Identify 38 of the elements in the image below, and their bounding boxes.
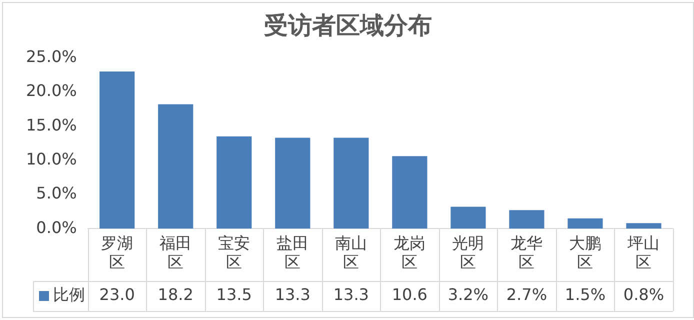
y-tick-label: 10.0% [26, 149, 77, 168]
bar [626, 223, 662, 229]
bar [568, 218, 603, 229]
x-tick-label: 盐田区 [276, 233, 309, 272]
y-tick-label: 5.0% [36, 184, 77, 203]
bar [334, 138, 369, 229]
x-tick-label: 龙岗区 [394, 233, 426, 272]
x-tick-label: 坪山区 [626, 233, 660, 272]
data-label: 13.5 [216, 285, 252, 304]
data-label: 1.5% [564, 285, 606, 304]
bar [450, 206, 486, 229]
x-tick-label: 南山区 [335, 233, 368, 272]
y-tick-label: 25.0% [26, 46, 77, 66]
x-tick-label: 龙华区 [510, 233, 543, 272]
bar [275, 138, 310, 229]
bar [216, 136, 252, 229]
data-label: 0.8% [623, 285, 664, 304]
bar [100, 71, 135, 229]
legend-label: 比例 [53, 285, 85, 304]
x-tick-label: 宝安区 [218, 233, 250, 272]
bar [392, 156, 428, 229]
chart-title: 受访者区域分布 [264, 12, 432, 40]
x-tick-label: 福田区 [160, 233, 192, 272]
data-label: 3.2% [448, 285, 489, 304]
y-tick-label: 0.0% [36, 218, 77, 237]
data-label: 13.3 [274, 285, 310, 304]
data-label: 18.2 [158, 285, 194, 304]
y-tick-label: 15.0% [26, 115, 77, 134]
x-tick-label: 光明区 [452, 233, 484, 272]
bar [509, 210, 544, 229]
data-label: 10.6 [392, 285, 428, 304]
x-tick-label: 大鹏区 [569, 233, 602, 272]
x-tick-label: 罗湖区 [101, 233, 134, 272]
data-label: 23.0 [99, 285, 135, 304]
y-tick-label: 20.0% [26, 81, 77, 100]
bar [158, 104, 194, 229]
data-label: 2.7% [506, 285, 548, 304]
data-label: 13.3 [333, 285, 369, 304]
